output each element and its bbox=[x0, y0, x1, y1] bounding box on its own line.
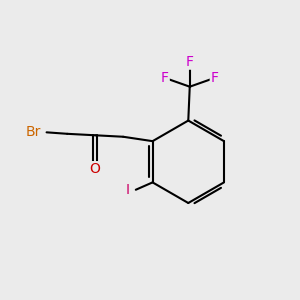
Text: F: F bbox=[211, 71, 219, 85]
Text: I: I bbox=[126, 183, 130, 197]
Text: F: F bbox=[161, 71, 169, 85]
Text: O: O bbox=[90, 162, 101, 176]
Text: Br: Br bbox=[25, 125, 41, 139]
Text: F: F bbox=[186, 55, 194, 69]
